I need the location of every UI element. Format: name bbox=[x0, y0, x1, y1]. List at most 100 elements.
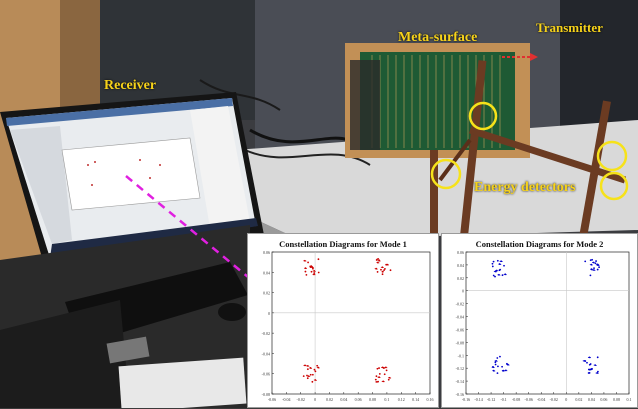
x-tick-label: 0.16 bbox=[427, 397, 434, 402]
mouse bbox=[218, 303, 246, 321]
y-tick-label: -0.1 bbox=[458, 353, 464, 358]
x-tick-label: 0.08 bbox=[613, 397, 620, 402]
y-tick-label: 0.06 bbox=[457, 250, 464, 255]
plot-area bbox=[466, 252, 629, 394]
data-point bbox=[492, 366, 494, 368]
data-point bbox=[303, 375, 305, 377]
data-point bbox=[309, 265, 311, 267]
y-tick-label: -0.14 bbox=[456, 379, 464, 384]
data-point bbox=[310, 374, 312, 376]
x-tick-label: -0.02 bbox=[550, 397, 558, 402]
data-point bbox=[306, 375, 308, 377]
x-tick-label: 0.04 bbox=[340, 397, 347, 402]
data-point bbox=[506, 363, 508, 365]
data-point bbox=[589, 372, 591, 374]
data-point bbox=[312, 374, 314, 376]
receiver-label: Receiver bbox=[104, 78, 156, 94]
x-tick-label: -0.06 bbox=[268, 397, 276, 402]
data-point bbox=[311, 271, 313, 273]
data-point bbox=[390, 269, 392, 271]
data-point bbox=[377, 271, 379, 273]
data-point bbox=[499, 356, 501, 358]
data-point bbox=[314, 369, 316, 371]
data-point bbox=[495, 364, 497, 366]
data-point bbox=[382, 273, 384, 275]
x-tick-label: 0 bbox=[314, 397, 316, 402]
x-tick-label: -0.04 bbox=[537, 397, 545, 402]
x-tick-label: -0.06 bbox=[525, 397, 533, 402]
data-point bbox=[590, 363, 592, 365]
data-point bbox=[492, 266, 494, 268]
y-tick-label: -0.08 bbox=[456, 340, 464, 345]
y-tick-label: 0.02 bbox=[263, 291, 270, 296]
data-point bbox=[501, 366, 503, 368]
x-tick-label: 0.1 bbox=[627, 397, 632, 402]
data-point bbox=[305, 271, 307, 273]
constellation-plot-mode-1: 0.060.040.020-0.02-0.04-0.06-0.08-0.06-0… bbox=[248, 234, 440, 409]
data-point bbox=[307, 262, 309, 264]
y-tick-label: -0.02 bbox=[456, 302, 464, 307]
data-point bbox=[584, 360, 586, 362]
data-point bbox=[597, 269, 599, 271]
x-tick-label: 0.1 bbox=[384, 397, 389, 402]
data-point bbox=[496, 357, 498, 359]
data-point bbox=[383, 367, 385, 369]
x-tick-label: -0.08 bbox=[512, 397, 520, 402]
data-point bbox=[388, 379, 390, 381]
constellation-plot-mode-2: 0.06 0.04 0.02 0 -0.02 -0.04 -0.06 -0.08 -0.1 -0.… bbox=[442, 234, 638, 409]
y-tick-label: -0.04 bbox=[456, 315, 464, 320]
data-point bbox=[305, 274, 307, 276]
data-point bbox=[591, 268, 593, 270]
data-point bbox=[497, 260, 499, 262]
y-tick-label: -0.06 bbox=[262, 372, 270, 377]
x-tick-label: -0.14 bbox=[474, 397, 482, 402]
y-tick-label: 0 bbox=[462, 289, 464, 294]
data-point bbox=[497, 365, 499, 367]
data-point bbox=[499, 269, 501, 271]
transmitter-label: Transmitter bbox=[536, 20, 603, 36]
data-point bbox=[376, 259, 378, 261]
x-tick-label: 0.12 bbox=[398, 397, 405, 402]
plot-area bbox=[272, 252, 430, 394]
data-point bbox=[313, 272, 315, 274]
data-point bbox=[378, 367, 380, 369]
data-point bbox=[379, 373, 381, 375]
y-tick-label: -0.06 bbox=[456, 327, 464, 332]
data-point bbox=[586, 362, 588, 364]
data-point bbox=[382, 271, 384, 273]
y-tick-label: 0.06 bbox=[263, 250, 270, 255]
x-tick-label: -0.12 bbox=[487, 397, 495, 402]
data-point bbox=[386, 369, 388, 371]
y-tick-label: 0.04 bbox=[263, 270, 270, 275]
data-point bbox=[598, 266, 600, 268]
x-tick-label: 0.08 bbox=[369, 397, 376, 402]
data-point bbox=[318, 272, 320, 274]
data-point bbox=[384, 268, 386, 270]
data-point bbox=[588, 369, 590, 371]
y-tick-label: -0.04 bbox=[262, 351, 270, 356]
x-tick-label: 0.06 bbox=[600, 397, 607, 402]
data-point bbox=[318, 258, 320, 260]
x-tick-label: -0.04 bbox=[282, 397, 290, 402]
data-point bbox=[497, 372, 499, 374]
y-tick-label: 0.04 bbox=[457, 263, 464, 268]
data-point bbox=[384, 373, 386, 375]
x-tick-label: 0.04 bbox=[588, 397, 595, 402]
data-point bbox=[311, 381, 313, 383]
data-point bbox=[375, 379, 377, 381]
x-tick-label: 0.14 bbox=[412, 397, 419, 402]
y-tick-label: 0 bbox=[268, 311, 270, 316]
y-tick-label: 0.02 bbox=[457, 276, 464, 281]
data-point bbox=[492, 263, 494, 265]
data-point bbox=[584, 260, 586, 262]
y-tick-label: -0.12 bbox=[456, 366, 464, 371]
data-point bbox=[493, 275, 495, 277]
data-point bbox=[595, 262, 597, 264]
data-point bbox=[590, 274, 592, 276]
x-tick-label: -0.16 bbox=[462, 397, 470, 402]
x-tick-label: -0.1 bbox=[500, 397, 506, 402]
x-tick-label: 0 bbox=[565, 397, 567, 402]
data-point bbox=[376, 375, 378, 377]
data-point bbox=[316, 365, 318, 367]
